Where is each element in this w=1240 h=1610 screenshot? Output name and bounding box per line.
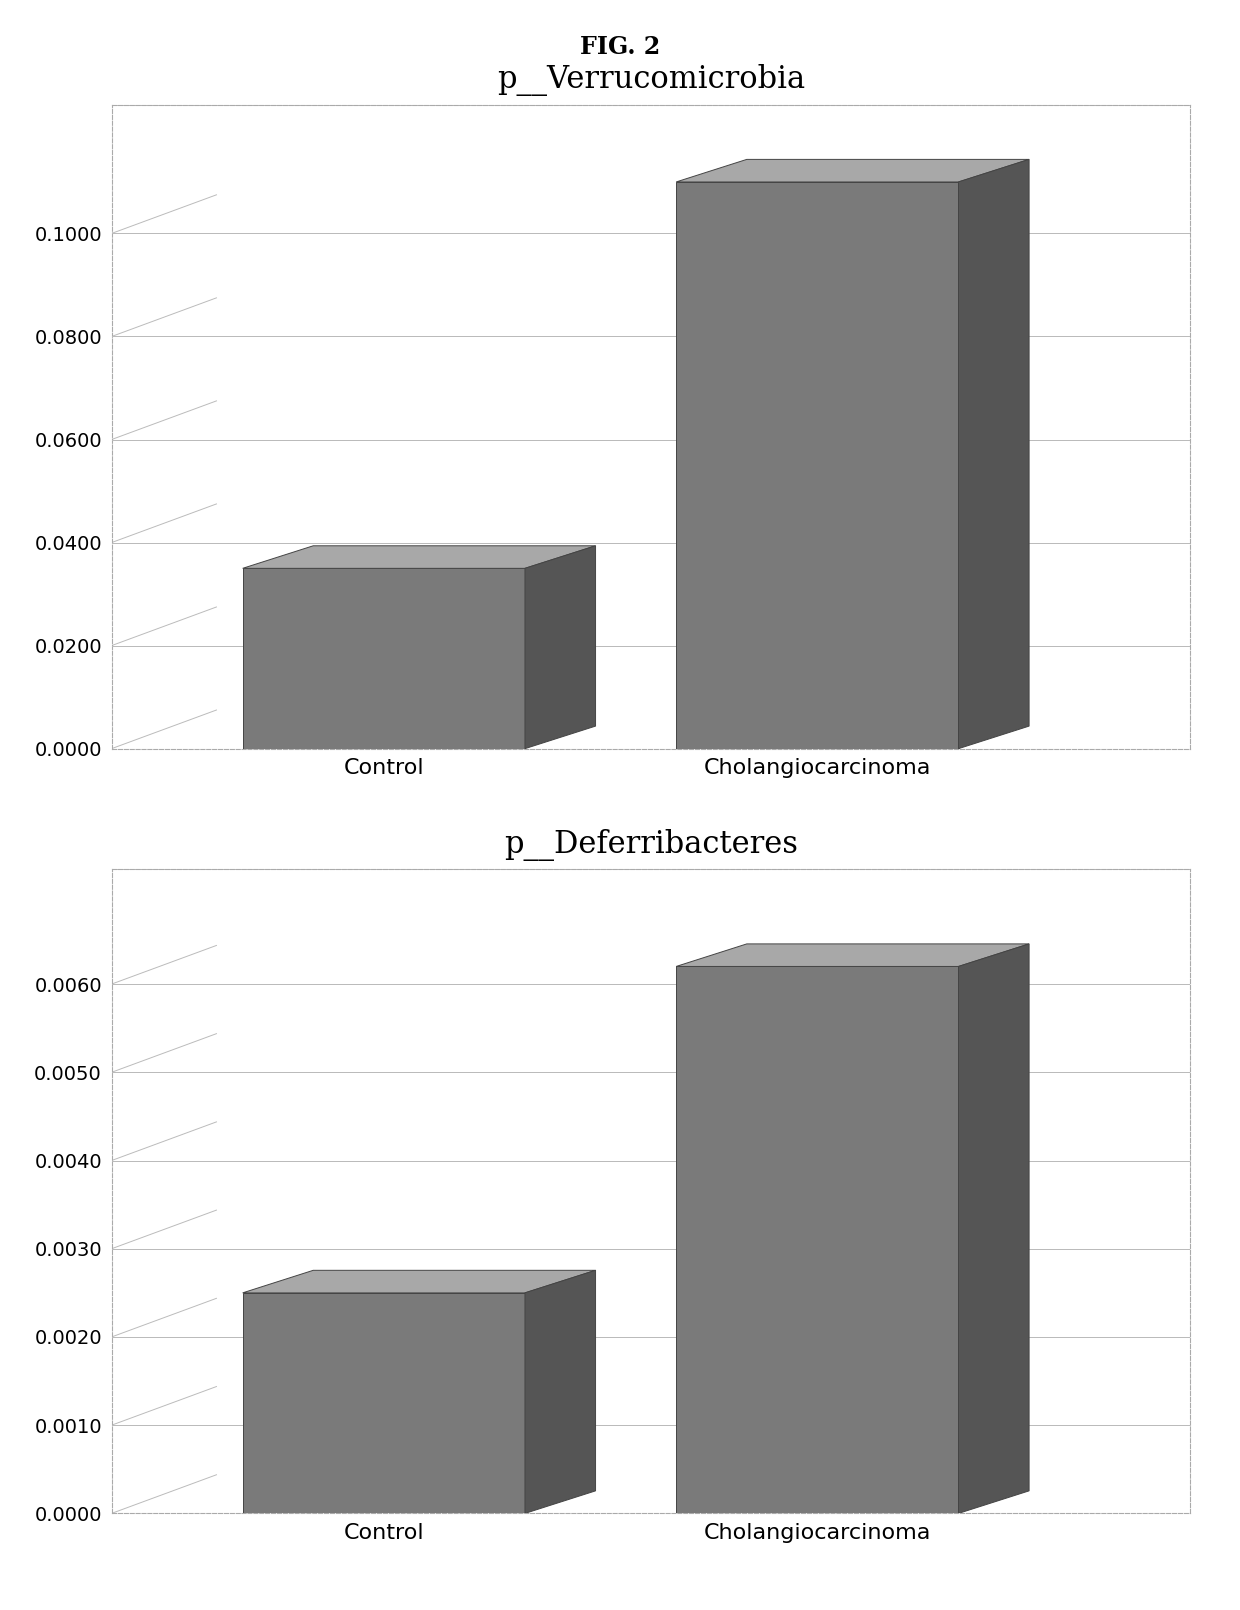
Text: FIG. 2: FIG. 2: [580, 35, 660, 60]
Polygon shape: [243, 1293, 525, 1513]
Title: p__Deferribacteres: p__Deferribacteres: [503, 829, 799, 861]
Polygon shape: [959, 159, 1029, 749]
Polygon shape: [243, 546, 595, 568]
Polygon shape: [676, 943, 1029, 966]
Polygon shape: [959, 943, 1029, 1513]
Polygon shape: [525, 546, 595, 749]
Polygon shape: [676, 159, 1029, 182]
Polygon shape: [243, 1270, 595, 1293]
Polygon shape: [676, 966, 959, 1513]
Polygon shape: [676, 182, 959, 749]
Polygon shape: [525, 1270, 595, 1513]
Polygon shape: [243, 568, 525, 749]
Title: p__Verrucomicrobia: p__Verrucomicrobia: [497, 64, 805, 97]
